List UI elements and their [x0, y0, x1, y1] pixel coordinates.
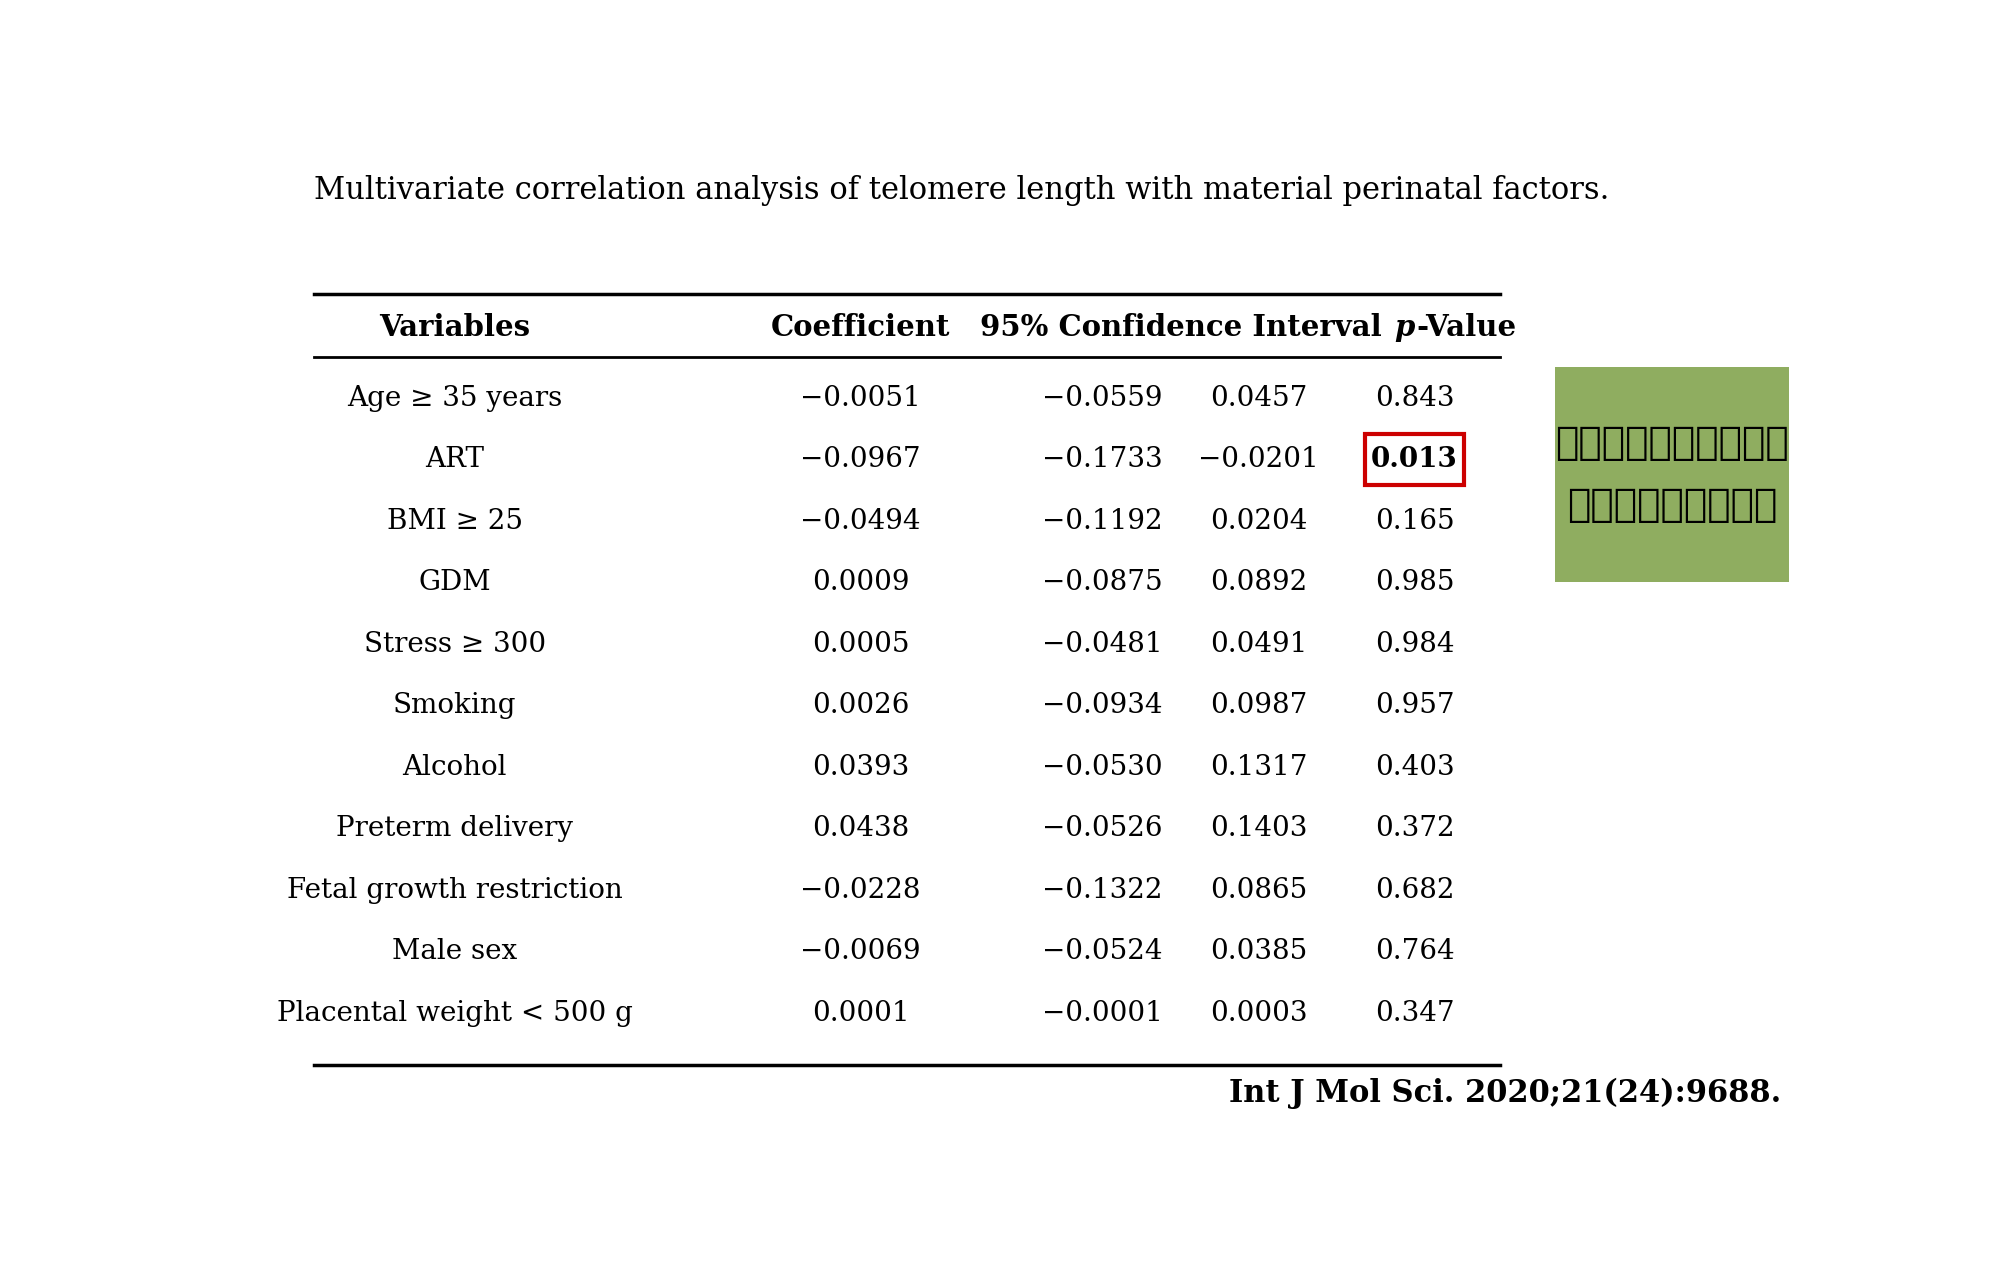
Text: 0.1317: 0.1317: [1210, 753, 1307, 781]
Text: Multivariate correlation analysis of telomere length with material perinatal fac: Multivariate correlation analysis of tel…: [314, 175, 1609, 205]
Text: −0.1192: −0.1192: [1041, 507, 1162, 535]
Text: 0.165: 0.165: [1376, 507, 1454, 535]
FancyBboxPatch shape: [1365, 435, 1464, 486]
Text: 95% Confidence Interval: 95% Confidence Interval: [979, 313, 1382, 342]
Text: −0.0559: −0.0559: [1041, 384, 1162, 412]
Text: −0.0069: −0.0069: [800, 938, 920, 965]
Text: Int J Mol Sci. 2020;21(24):9688.: Int J Mol Sci. 2020;21(24):9688.: [1229, 1078, 1780, 1110]
Text: 0.0438: 0.0438: [812, 815, 908, 842]
Text: 0.0892: 0.0892: [1210, 569, 1307, 596]
Text: GDM: GDM: [419, 569, 491, 596]
Text: 0.0026: 0.0026: [812, 692, 908, 719]
Text: 0.0987: 0.0987: [1210, 692, 1307, 719]
Text: 0.0003: 0.0003: [1210, 999, 1307, 1027]
Text: Variables: Variables: [379, 313, 530, 342]
Text: Placental weight < 500 g: Placental weight < 500 g: [276, 999, 632, 1027]
Text: Fetal growth restriction: Fetal growth restriction: [286, 876, 622, 904]
Text: 0.0005: 0.0005: [812, 630, 908, 658]
Text: 0.0001: 0.0001: [812, 999, 908, 1027]
Text: 0.843: 0.843: [1376, 384, 1454, 412]
Text: 0.682: 0.682: [1376, 876, 1454, 904]
Text: −0.0228: −0.0228: [800, 876, 920, 904]
Text: −0.0934: −0.0934: [1041, 692, 1162, 719]
Text: 0.0009: 0.0009: [812, 569, 908, 596]
Text: 0.372: 0.372: [1376, 815, 1454, 842]
Text: −0.1733: −0.1733: [1041, 446, 1162, 473]
Text: 0.764: 0.764: [1376, 938, 1454, 965]
Text: −0.0526: −0.0526: [1041, 815, 1162, 842]
Text: 0.0393: 0.0393: [812, 753, 908, 781]
Text: Coefficient: Coefficient: [771, 313, 951, 342]
Text: 0.0491: 0.0491: [1210, 630, 1307, 658]
Text: Male sex: Male sex: [393, 938, 518, 965]
Text: 0.1403: 0.1403: [1210, 815, 1307, 842]
Text: −0.0201: −0.0201: [1198, 446, 1319, 473]
Text: 0.0457: 0.0457: [1210, 384, 1307, 412]
Text: −0.1322: −0.1322: [1041, 876, 1162, 904]
Text: 0.984: 0.984: [1376, 630, 1454, 658]
Text: −0.0530: −0.0530: [1041, 753, 1162, 781]
Text: −0.0001: −0.0001: [1041, 999, 1162, 1027]
Text: −0.0875: −0.0875: [1041, 569, 1162, 596]
Text: 0.0204: 0.0204: [1210, 507, 1307, 535]
Text: p: p: [1394, 313, 1414, 342]
Text: BMI ≥ 25: BMI ≥ 25: [387, 507, 524, 535]
Text: 0.957: 0.957: [1376, 692, 1454, 719]
Text: Age ≥ 35 years: Age ≥ 35 years: [346, 384, 562, 412]
Text: −0.0051: −0.0051: [800, 384, 920, 412]
Text: 0.0865: 0.0865: [1210, 876, 1307, 904]
Text: 0.347: 0.347: [1376, 999, 1454, 1027]
Text: Smoking: Smoking: [393, 692, 516, 719]
Text: ART: ART: [425, 446, 483, 473]
FancyBboxPatch shape: [1555, 366, 1788, 582]
Text: 0.0385: 0.0385: [1210, 938, 1307, 965]
Text: 0.985: 0.985: [1376, 569, 1454, 596]
Text: 0.403: 0.403: [1376, 753, 1454, 781]
Text: −0.0967: −0.0967: [800, 446, 920, 473]
Text: −0.0524: −0.0524: [1041, 938, 1162, 965]
Text: -Value: -Value: [1416, 313, 1517, 342]
Text: Preterm delivery: Preterm delivery: [336, 815, 574, 842]
Text: −0.0494: −0.0494: [800, 507, 920, 535]
Text: −0.0481: −0.0481: [1041, 630, 1162, 658]
Text: 0.013: 0.013: [1372, 446, 1458, 473]
Text: Stress ≥ 300: Stress ≥ 300: [365, 630, 546, 658]
Text: Alcohol: Alcohol: [403, 753, 508, 781]
Text: 体外受精による胎児は
テロメア長が短い！: 体外受精による胎児は テロメア長が短い！: [1555, 425, 1788, 525]
